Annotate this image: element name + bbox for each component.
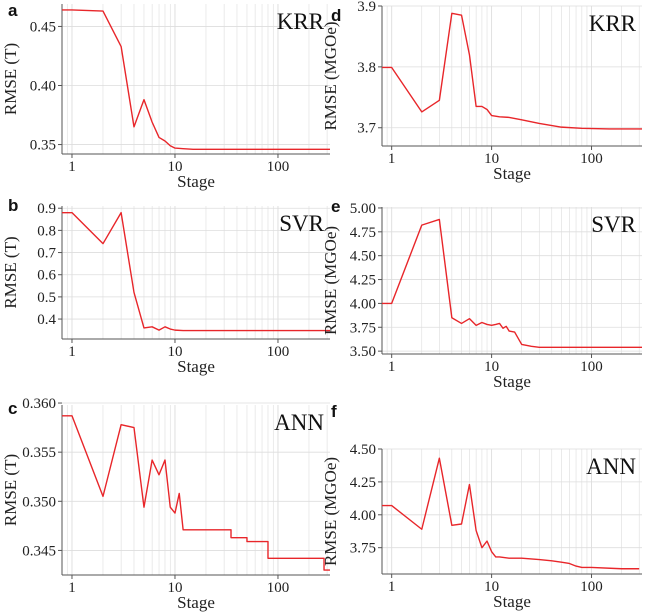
y-tick-label: 4.50 [350, 249, 376, 265]
y-tick-label: 3.50 [350, 344, 376, 360]
panel-letter: d [331, 6, 341, 25]
y-tick-label: 0.45 [30, 19, 56, 35]
x-tick-label: 100 [580, 359, 603, 375]
x-tick-label: 100 [267, 344, 290, 360]
y-tick-label: 0.355 [22, 445, 56, 461]
y-tick-label: 5.00 [350, 201, 376, 217]
panel-c: 1 10 100 0.345 0.350 0.355 0.360 Stage RMSE (T) A… [1, 396, 330, 612]
x-axis-label: Stage [177, 172, 215, 191]
y-tick-label: 4.00 [350, 508, 376, 524]
y-tick-label: 0.35 [30, 138, 56, 154]
y-tick-label: 0.5 [37, 290, 56, 306]
rmse-series-line [382, 218, 642, 349]
rmse-series-line [62, 415, 330, 571]
x-axis-label: Stage [177, 593, 215, 612]
x-tick-label: 1 [68, 580, 76, 596]
panel-d: 1 10 100 3.7 3.8 3.9 Stage RMSE (MGOe) KRR d [321, 0, 642, 183]
x-tick-label: 10 [167, 344, 182, 360]
model-label: SVR [279, 211, 324, 236]
y-tick-label: 0.40 [30, 78, 56, 94]
y-tick-label: 0.6 [37, 268, 56, 284]
y-axis-label: RMSE (MGOe) [321, 21, 340, 130]
x-tick-label: 10 [167, 159, 182, 175]
rmse-series-line [62, 9, 330, 150]
x-tick-label: 100 [267, 580, 290, 596]
y-tick-label: 4.50 [350, 442, 376, 458]
y-tick-label: 4.25 [350, 475, 376, 491]
model-label: ANN [586, 454, 636, 479]
rmse-series-line [382, 12, 642, 130]
y-axis-label: RMSE (T) [1, 454, 20, 526]
y-tick-label: 0.8 [37, 223, 56, 239]
rmse-series-line [62, 211, 330, 332]
y-tick-label: 0.4 [37, 312, 56, 328]
panel-letter: b [8, 196, 18, 215]
y-tick-label: 4.00 [350, 296, 376, 312]
x-tick-label: 100 [267, 159, 290, 175]
y-axis-label: RMSE (T) [1, 43, 20, 115]
y-tick-label: 0.9 [37, 201, 56, 217]
model-label: KRR [589, 11, 637, 36]
x-tick-label: 1 [388, 579, 396, 595]
panel-letter: c [8, 399, 17, 418]
x-tick-label: 1 [68, 344, 76, 360]
panel-e: 1 10 100 3.50 3.75 4.00 4.25 4.50 4.75 5.00 Stage R… [321, 197, 642, 391]
model-label: KRR [277, 9, 325, 34]
y-axis-label: RMSE (MGOe) [321, 226, 340, 335]
panel-letter: f [331, 402, 337, 421]
x-axis-label: Stage [493, 592, 531, 611]
y-tick-label: 3.75 [350, 320, 376, 336]
panel-a: 1 10 100 0.35 0.40 0.45 Stage RMSE (T) KRR a [1, 1, 330, 191]
y-axis-label: RMSE (T) [1, 236, 20, 308]
y-tick-label: 4.75 [350, 225, 376, 241]
x-tick-label: 10 [484, 359, 499, 375]
y-tick-label: 4.25 [350, 273, 376, 289]
model-label: SVR [591, 212, 636, 237]
rmse-series-line [382, 457, 640, 570]
x-tick-label: 10 [484, 579, 499, 595]
panel-f: 1 10 100 3.75 4.00 4.25 4.50 Stage RMSE (MGOe) AN… [321, 402, 642, 611]
x-axis-label: Stage [493, 372, 531, 391]
x-tick-label: 100 [580, 151, 603, 167]
x-tick-label: 1 [68, 159, 76, 175]
y-tick-label: 3.75 [350, 541, 376, 557]
panel-letter: e [331, 197, 340, 216]
y-tick-label: 3.8 [357, 60, 376, 76]
x-tick-label: 1 [388, 359, 396, 375]
y-tick-label: 0.7 [37, 246, 56, 262]
y-tick-label: 3.7 [357, 121, 376, 137]
y-tick-label: 3.9 [357, 0, 376, 15]
x-tick-label: 10 [167, 580, 182, 596]
y-tick-label: 0.350 [22, 494, 56, 510]
x-axis-label: Stage [493, 164, 531, 183]
y-tick-label: 0.360 [22, 396, 56, 412]
y-tick-label: 0.345 [22, 543, 56, 559]
x-tick-label: 1 [388, 151, 396, 167]
panel-letter: a [8, 1, 18, 20]
y-axis-label: RMSE (MGOe) [321, 457, 340, 566]
x-tick-label: 100 [580, 579, 603, 595]
model-label: ANN [274, 410, 324, 435]
panel-b: 1 10 100 0.4 0.5 0.6 0.7 0.8 0.9 Stage RMSE (T) SVR… [1, 196, 330, 376]
x-axis-label: Stage [177, 357, 215, 376]
x-tick-label: 10 [484, 151, 499, 167]
